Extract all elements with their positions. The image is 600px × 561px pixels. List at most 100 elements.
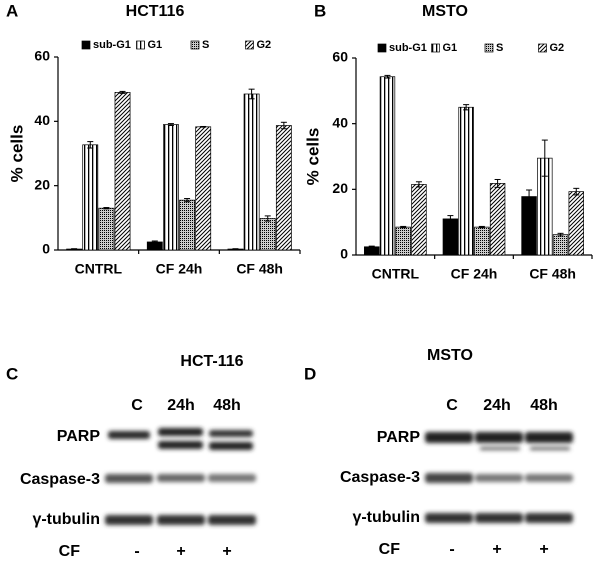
lane-label: C (131, 397, 143, 414)
bar (552, 234, 569, 256)
legend-label: sub-G1 (389, 42, 427, 54)
error-bar (184, 198, 191, 203)
y-tick-label: 0 (340, 246, 348, 262)
bar (474, 226, 490, 256)
bar (395, 226, 411, 256)
x-tick-label: CF 48h (236, 261, 283, 277)
bar (275, 125, 292, 251)
y-tick-label: 40 (34, 112, 50, 128)
error-bar (478, 225, 485, 229)
bar (114, 92, 131, 251)
error-bar (384, 74, 391, 79)
error-bar (541, 139, 548, 177)
legend-label: sub-G1 (93, 39, 131, 51)
panel-label: B (314, 1, 326, 20)
bar (379, 76, 396, 256)
treatment-mark: + (222, 543, 231, 560)
treatment-mark: + (539, 541, 548, 558)
y-tick-label: 20 (34, 176, 50, 192)
legend-label: G1 (443, 42, 458, 54)
legend-label: G2 (550, 42, 565, 54)
error-bar (557, 232, 564, 237)
error-bar (248, 88, 255, 100)
legend-swatch (377, 43, 387, 53)
y-axis-label: % cells (7, 125, 26, 183)
y-axis-label: % cells (303, 128, 322, 186)
error-bar (494, 178, 501, 188)
x-tick-label: CNTRL (372, 266, 420, 282)
lane-label: C (446, 397, 458, 414)
lane-label: 48h (213, 397, 241, 414)
treatment-mark: - (449, 541, 454, 558)
panel-label: A (6, 1, 18, 20)
bar (195, 126, 212, 251)
x-tick-label: CF 24h (156, 261, 203, 277)
blot-c-bands (105, 428, 256, 525)
error-bar (447, 215, 454, 223)
x-tick-label: CF 48h (529, 266, 576, 282)
error-bar (368, 245, 375, 248)
legend-label: G2 (257, 39, 272, 51)
lane-label: 48h (530, 397, 558, 414)
row-label: PARP (377, 429, 421, 446)
lane-label: 24h (483, 397, 511, 414)
x-tick-label: CNTRL (75, 261, 123, 277)
treatment-mark: + (492, 541, 501, 558)
panel-label: C (6, 364, 18, 383)
error-bar (167, 123, 174, 127)
error-bar (463, 104, 470, 111)
bar (243, 93, 260, 251)
treatment-mark: + (176, 543, 185, 560)
x-tick-label: CF 24h (451, 266, 498, 282)
bar (82, 144, 99, 251)
blot-title: MSTO (427, 347, 473, 364)
error-bar (71, 248, 78, 250)
blot-d-bands (425, 432, 573, 523)
error-bar (573, 187, 580, 196)
row-label: Caspase-3 (20, 471, 100, 488)
bar (364, 246, 380, 256)
bar (411, 184, 427, 256)
legend-label: S (202, 39, 209, 51)
legend-swatch (81, 40, 91, 50)
error-bar (151, 240, 158, 244)
bar (179, 199, 195, 251)
y-tick-label: 60 (34, 48, 50, 64)
y-tick-label: 20 (332, 180, 348, 196)
chart-title: MSTO (422, 3, 468, 20)
bar (442, 218, 459, 256)
legend-swatch (245, 40, 254, 50)
error-bar (264, 215, 271, 222)
legend-swatch (538, 43, 547, 53)
y-tick-label: 40 (332, 114, 348, 130)
treatment-label: CF (59, 543, 81, 560)
chart-title: HCT116 (126, 3, 185, 20)
bar (489, 183, 506, 256)
y-tick-label: 60 (332, 49, 348, 65)
error-bar (200, 125, 207, 128)
y-tick-label: 0 (42, 241, 50, 257)
bar (458, 106, 474, 256)
legend-swatch (136, 40, 145, 50)
bar (521, 196, 537, 256)
panel-label: D (304, 364, 316, 383)
row-label: Caspase-3 (340, 469, 420, 486)
lane-label: 24h (167, 397, 195, 414)
bar (163, 124, 179, 251)
legend-label: S (496, 42, 503, 54)
blot-title: HCT-116 (180, 353, 243, 370)
row-label: γ-tubulin (32, 511, 100, 528)
error-bar (103, 207, 110, 210)
treatment-mark: - (134, 543, 139, 560)
legend-swatch (484, 43, 494, 53)
error-bar (232, 248, 239, 250)
error-bar (415, 181, 422, 188)
error-bar (87, 141, 94, 149)
legend-label: G1 (148, 39, 163, 51)
bar (568, 191, 584, 256)
row-label: γ-tubulin (352, 509, 420, 526)
error-bar (119, 90, 126, 94)
bar (259, 218, 276, 251)
error-bar (280, 121, 287, 130)
